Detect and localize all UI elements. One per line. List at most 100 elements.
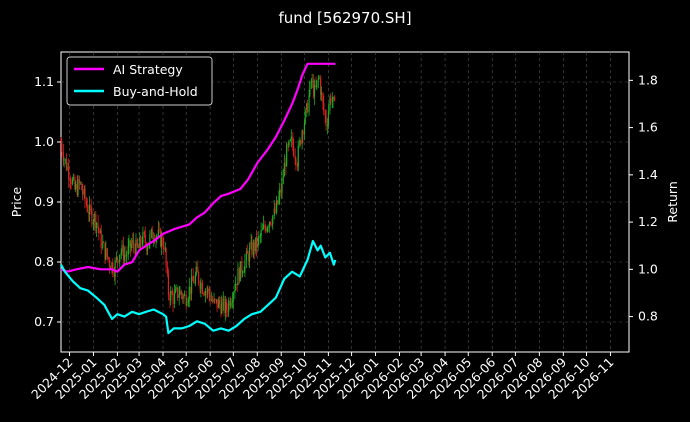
candle-body xyxy=(283,163,285,177)
candle-body xyxy=(197,272,200,283)
candle-body xyxy=(218,299,221,305)
candle-body xyxy=(130,243,132,249)
candle-body xyxy=(158,229,160,231)
candle-body xyxy=(238,268,241,282)
candle-body xyxy=(183,295,185,299)
candle-body xyxy=(204,293,206,296)
candle-body xyxy=(190,286,192,294)
candle-body xyxy=(75,183,77,190)
candle-body xyxy=(248,253,250,262)
candle-body xyxy=(180,291,183,295)
candle-body xyxy=(157,229,159,236)
candle-body xyxy=(70,181,72,185)
candle-body xyxy=(129,240,132,249)
candle-body xyxy=(225,301,227,314)
candle-body xyxy=(123,254,125,261)
candle-body xyxy=(99,230,102,234)
candle-body xyxy=(143,231,146,235)
candle-body xyxy=(69,179,71,182)
candle-body xyxy=(134,246,136,256)
candle-body xyxy=(116,257,118,261)
candle-body xyxy=(141,242,143,244)
candle-body xyxy=(269,222,271,227)
candle-body xyxy=(248,247,251,262)
y-axis-left: 0.7 0.8 0.9 1.0 1.1 xyxy=(34,74,61,329)
candle-body xyxy=(257,237,259,248)
candle-body xyxy=(100,230,102,248)
candle-body xyxy=(76,183,78,195)
y-axis-right: 0.8 1.0 1.2 1.4 1.6 1.8 xyxy=(629,72,658,324)
candle-body xyxy=(296,165,299,167)
candle-body xyxy=(127,246,129,256)
candle-body xyxy=(139,236,142,244)
y-right-tick-label: 1.6 xyxy=(638,120,658,135)
candle-body xyxy=(267,226,269,228)
candle-body xyxy=(162,236,164,247)
candle-body xyxy=(324,111,326,116)
candle-body xyxy=(102,242,104,248)
candle-body xyxy=(251,241,253,255)
candle-body xyxy=(315,85,317,88)
candle-body xyxy=(287,144,289,146)
candle-body xyxy=(90,204,92,211)
candle-body xyxy=(139,236,141,249)
candle-body xyxy=(243,270,245,273)
candle-body xyxy=(160,236,163,247)
candle-body xyxy=(323,102,325,112)
candle-body xyxy=(246,250,248,254)
candle-body xyxy=(250,241,252,248)
candle-body xyxy=(306,103,308,110)
chart-title: fund [562970.SH] xyxy=(278,9,411,27)
candle-body xyxy=(93,213,95,223)
candle-body xyxy=(329,97,331,111)
candle-body xyxy=(206,290,208,292)
candle-body xyxy=(332,96,334,101)
candle-body xyxy=(61,142,63,153)
candle-body xyxy=(188,286,190,300)
candle-body xyxy=(82,190,84,195)
candle-body xyxy=(229,300,231,307)
y-left-tick-label: 1.0 xyxy=(34,134,54,149)
candle-body xyxy=(121,244,123,252)
candle-body xyxy=(274,208,276,213)
candle-body xyxy=(97,222,99,228)
candle-body xyxy=(79,182,81,184)
candle-body xyxy=(160,229,162,247)
candle-body xyxy=(116,257,119,261)
candle-body xyxy=(85,200,88,205)
candle-body xyxy=(178,294,180,298)
candle-body xyxy=(308,95,310,113)
candle-body xyxy=(237,268,239,286)
candle-body xyxy=(259,236,261,237)
candle-body xyxy=(65,159,68,170)
candle-body xyxy=(156,235,158,238)
y-axis-right-label: Return xyxy=(665,181,680,222)
candle-body xyxy=(199,282,201,289)
legend-label-buy-and-hold: Buy-and-Hold xyxy=(113,84,198,99)
candle-body xyxy=(105,248,107,260)
candle-body xyxy=(113,273,115,277)
candle-body xyxy=(133,240,135,247)
candle-body xyxy=(88,211,90,215)
candle-body xyxy=(288,140,290,146)
candle-body xyxy=(176,287,178,290)
candle-body xyxy=(236,283,238,286)
candle-body xyxy=(241,261,243,273)
candle-body xyxy=(316,80,318,88)
candle-body xyxy=(309,81,311,96)
candle-body xyxy=(242,272,244,274)
candle-body xyxy=(221,302,223,314)
candle-body xyxy=(313,85,316,97)
candle-body xyxy=(151,229,153,240)
candle-body xyxy=(107,256,109,260)
candle-body xyxy=(132,240,134,244)
candle-body xyxy=(167,274,170,296)
candle-body xyxy=(227,310,229,312)
candle-body xyxy=(163,246,165,250)
candle-body xyxy=(112,262,114,274)
candle-body xyxy=(290,136,292,141)
candle-body xyxy=(102,242,105,244)
candle-body xyxy=(299,140,301,146)
candle-body xyxy=(214,298,216,300)
